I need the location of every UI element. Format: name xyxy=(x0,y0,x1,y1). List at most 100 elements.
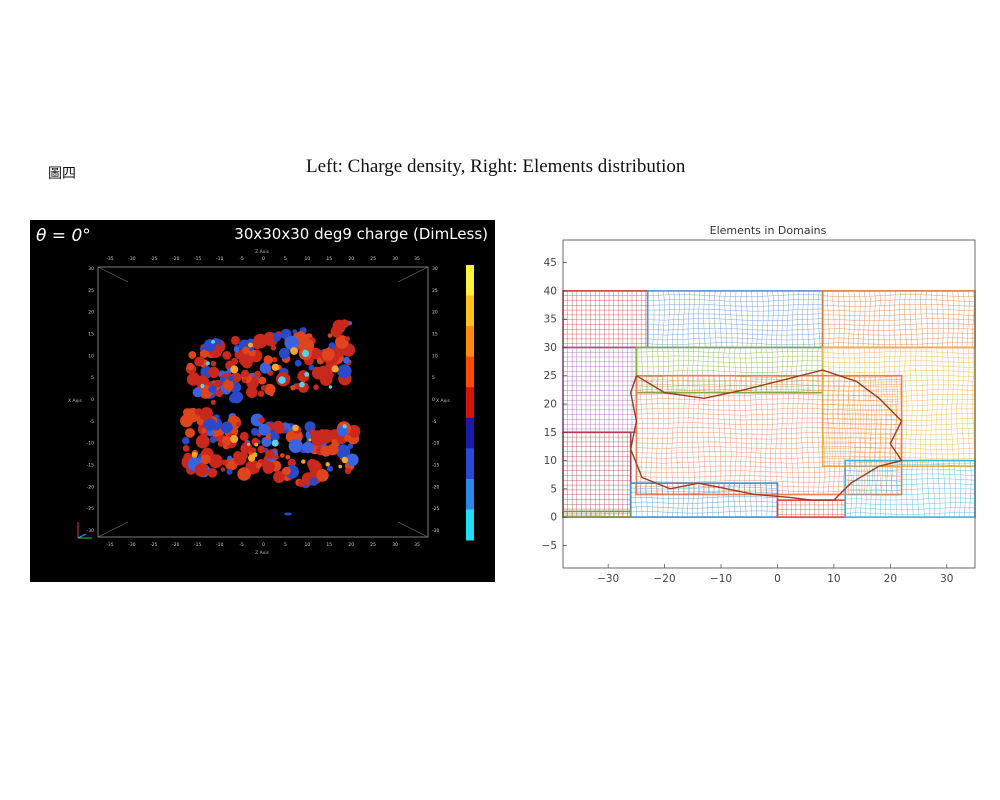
charge-blob xyxy=(257,445,266,454)
charge-blob xyxy=(344,467,352,474)
charge-blob xyxy=(343,356,350,364)
y-tick-label: 30 xyxy=(544,342,557,354)
charge-blob xyxy=(231,357,239,365)
central-domain-boundary xyxy=(629,369,903,501)
tick-label-left: -15 xyxy=(87,463,94,469)
tick-label-bottom: -10 xyxy=(216,542,223,548)
charge-blob xyxy=(196,418,204,426)
axis-name-bottom: Z Axis xyxy=(255,550,270,556)
charge-blob xyxy=(327,333,333,338)
charge-blob xyxy=(346,453,359,467)
charge-blob xyxy=(308,438,312,442)
tick-label-right: 5 xyxy=(432,375,435,381)
charge-blob xyxy=(290,347,298,355)
charge-blob xyxy=(307,458,318,470)
charge-blob xyxy=(258,376,267,385)
tick-label-bottom: 0 xyxy=(262,542,265,548)
charge-blob xyxy=(340,319,349,329)
frame-corner-line xyxy=(97,521,129,538)
charge-blob xyxy=(263,355,273,365)
charge-blob xyxy=(254,442,259,447)
tick-label-left: 5 xyxy=(91,375,94,381)
charge-blob xyxy=(182,437,190,445)
charge-blob xyxy=(331,365,339,373)
charge-blob xyxy=(287,458,296,467)
tick-label-bottom: -15 xyxy=(194,542,201,548)
charge-blob xyxy=(273,423,285,434)
figure-number-label: 圖四 xyxy=(48,167,76,182)
charge-blob xyxy=(284,335,299,351)
tick-label-left: -5 xyxy=(90,419,95,425)
tick-label-top: -20 xyxy=(172,256,179,262)
charge-blob xyxy=(292,329,298,334)
charge-blob xyxy=(206,361,210,366)
tick-label-bottom: 35 xyxy=(414,542,420,548)
y-tick-label: 20 xyxy=(544,399,557,411)
mesh-lines xyxy=(845,460,976,518)
charge-blob xyxy=(316,469,329,482)
charge-blob xyxy=(241,369,250,378)
mesh-lines xyxy=(822,347,976,467)
tick-label-left: -30 xyxy=(87,528,94,534)
charge-blob xyxy=(242,378,247,384)
charge-blob xyxy=(191,451,198,458)
charge-blob xyxy=(182,445,190,452)
mesh-domain xyxy=(562,431,632,518)
mesh-domain xyxy=(562,290,649,349)
tick-label-top: 5 xyxy=(284,256,287,262)
charge-blob xyxy=(220,467,226,472)
tick-label-right: 0 xyxy=(432,397,435,403)
charge-blob xyxy=(255,462,262,469)
charge-blob xyxy=(198,356,205,363)
charge-blob xyxy=(271,439,279,447)
x-tick-label: −10 xyxy=(710,573,732,585)
tick-label-left: 10 xyxy=(88,353,94,359)
charge-blob xyxy=(308,364,315,371)
charge-density-plot: θ = 0° 30x30x30 deg9 charge (DimLess) Z … xyxy=(30,220,495,582)
domain-boundary xyxy=(635,374,903,496)
charge-blob xyxy=(215,461,221,467)
tick-label-right: 15 xyxy=(432,332,438,338)
charge-blob xyxy=(264,331,275,342)
charge-blob xyxy=(265,434,271,440)
charge-blob xyxy=(222,351,232,360)
tick-label-bottom: -30 xyxy=(128,542,135,548)
charge-blob xyxy=(230,335,240,345)
charge-blob xyxy=(230,365,239,374)
mesh-domain xyxy=(562,346,638,434)
charge-blob xyxy=(210,360,217,367)
tick-label-top: 0 xyxy=(262,256,265,262)
charge-blob xyxy=(319,373,333,386)
charge-blob xyxy=(210,399,216,405)
mesh-domain xyxy=(629,482,779,518)
tick-label-top: 15 xyxy=(326,256,332,262)
frame-corner-line xyxy=(97,266,129,283)
charge-blob xyxy=(309,477,319,486)
charge-blob xyxy=(325,462,330,467)
charge-blob xyxy=(294,359,302,367)
tick-label-bottom: 25 xyxy=(370,542,376,548)
charge-blob xyxy=(344,336,350,342)
charge-plot-title: 30x30x30 deg9 charge (DimLess) xyxy=(234,225,488,243)
mesh-lines xyxy=(562,511,631,518)
charge-blob xyxy=(320,445,332,457)
charge-blob xyxy=(194,463,208,477)
mesh-axes: −30 −20 −10 0 10 20 30 −5 0 5 10 15 20 25 30 35 40 45 xyxy=(542,239,976,585)
y-tick-label: 10 xyxy=(544,455,557,467)
axis-name-top: Z Axis xyxy=(255,249,270,255)
charge-blob xyxy=(208,366,220,378)
charge-blob xyxy=(222,435,232,446)
charge-blob xyxy=(321,348,335,361)
domain-boundary xyxy=(562,510,632,518)
charge-blob xyxy=(248,454,256,462)
tick-label-right: -10 xyxy=(432,441,439,447)
tick-label-right: -5 xyxy=(432,419,437,425)
tick-label-left: 30 xyxy=(88,266,94,272)
tick-label-right: 25 xyxy=(432,288,438,294)
charge-blob xyxy=(186,362,195,371)
charge-blob xyxy=(310,347,322,360)
charge-blob xyxy=(209,436,217,444)
x-tick-label: −20 xyxy=(654,573,676,585)
tick-label-bottom: 20 xyxy=(348,542,354,548)
charge-blob xyxy=(208,385,217,394)
